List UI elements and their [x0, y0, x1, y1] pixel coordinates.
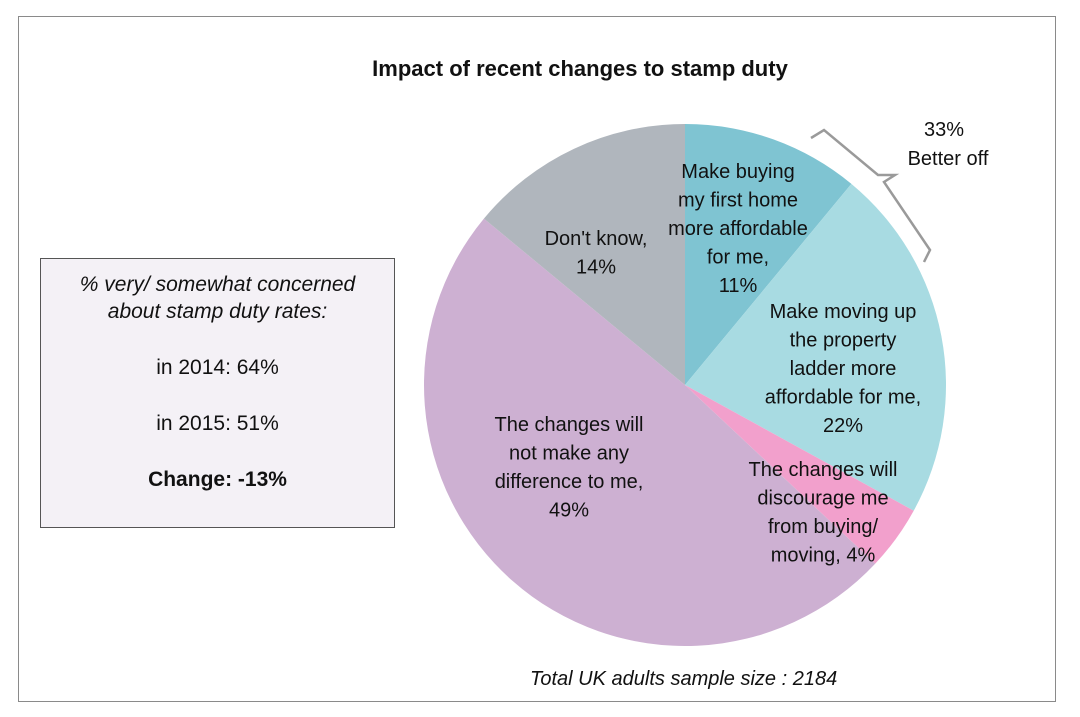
slice-label-line: The changes will — [749, 459, 898, 481]
annotation-value: 33% — [924, 119, 964, 141]
slice-label-line: Make moving up — [770, 301, 917, 323]
slice-label-line: 14% — [576, 257, 616, 279]
callout-change: Change: -13% — [148, 468, 287, 491]
slice-label-line: The changes will — [495, 414, 644, 436]
callout-2014: in 2014: 64% — [156, 356, 279, 379]
annotation-label: Better off — [908, 148, 989, 170]
slice-label-line: for me, — [707, 247, 769, 269]
slice-label-line: moving, 4% — [771, 545, 876, 567]
slice-label-dont-know: Don't know, 14% — [545, 228, 648, 279]
pie-slices — [423, 124, 946, 647]
chart-frame — [18, 16, 1056, 702]
slice-label-discourage: The changes will discourage me from buying… — [749, 459, 898, 567]
better-off-bracket — [810, 128, 932, 263]
chart-title: Impact of recent changes to stamp duty — [372, 56, 788, 81]
pie-slice-moving-up — [685, 183, 946, 511]
slice-label-moving-up: Make moving up the property ladder more aff… — [765, 301, 921, 437]
callout-heading: % very/ somewhat concerned about stamp d… — [41, 271, 394, 325]
slice-label-line: difference to me, — [495, 471, 644, 493]
sample-size-footnote: Total UK adults sample size : 2184 — [530, 668, 838, 690]
slice-label-first-home: Make buying my first home more affordable f… — [668, 161, 808, 297]
pie-slice-first-home — [685, 124, 852, 385]
callout-heading-line1: % very/ somewhat concerned — [79, 273, 356, 296]
slice-label-line: ladder more — [790, 358, 897, 380]
concern-callout-box: % very/ somewhat concerned about stamp d… — [40, 258, 395, 528]
pie-labels: Make buying my first home more affordable f… — [495, 161, 922, 567]
slice-label-line: 11% — [719, 275, 758, 297]
slice-label-line: my first home — [678, 190, 798, 212]
slice-label-line: Don't know, — [545, 228, 648, 250]
slice-label-no-difference: The changes will not make any difference t… — [495, 414, 644, 522]
pie-slice-discourage — [685, 385, 914, 564]
slice-label-line: affordable for me, — [765, 387, 921, 409]
callout-2015: in 2015: 51% — [156, 412, 279, 435]
slice-label-line: 49% — [549, 500, 589, 522]
callout-heading-line2: about stamp duty rates: — [107, 300, 328, 323]
pie-slice-no-difference — [423, 218, 876, 647]
pie-slice-dont-know — [483, 124, 685, 385]
slice-label-line: Make buying — [681, 161, 794, 183]
slice-label-line: 22% — [823, 415, 863, 437]
slice-label-line: more affordable — [668, 218, 808, 240]
slice-label-line: discourage me — [757, 488, 888, 510]
slice-label-line: from buying/ — [768, 516, 878, 538]
slice-label-line: the property — [790, 330, 897, 352]
slice-label-line: not make any — [509, 443, 629, 465]
